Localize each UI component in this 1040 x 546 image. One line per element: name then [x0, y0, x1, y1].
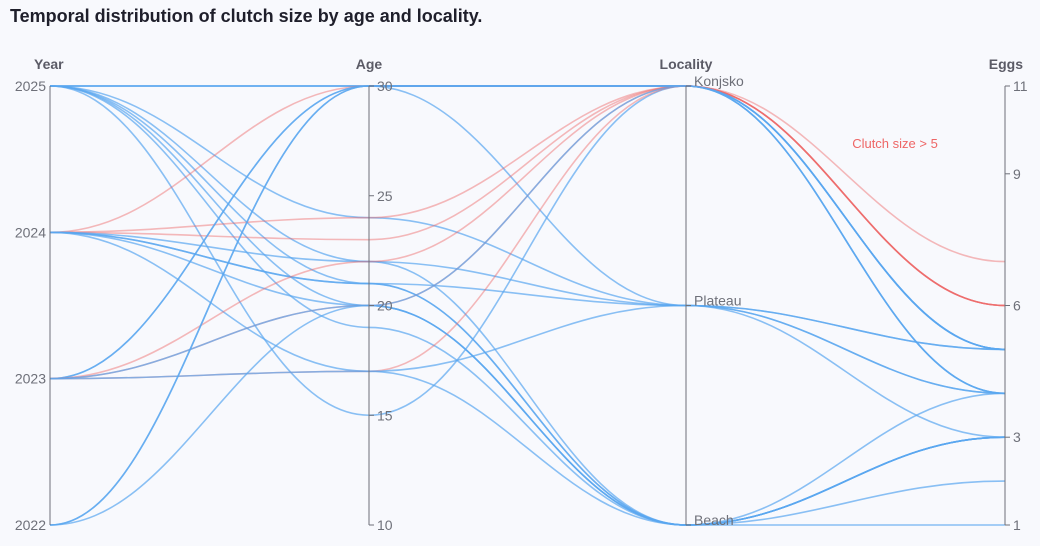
axis-title-eggs: Eggs [989, 56, 1023, 72]
series-line-11 [49, 85, 1006, 307]
tick-label-year-2023: 2023 [15, 371, 46, 387]
series-lines [49, 85, 1006, 526]
series-line-2 [49, 85, 1006, 351]
tick-label-locality-Konjsko: Konjsko [694, 73, 744, 89]
series-line-26 [49, 85, 1006, 526]
series-line-17 [49, 85, 1006, 380]
series-line-21 [49, 85, 1006, 380]
series-line-14 [49, 231, 1006, 526]
tick-label-locality-Plateau: Plateau [694, 293, 741, 309]
series-line-0 [49, 85, 1006, 351]
series-line-20 [49, 85, 1006, 380]
tick-label-age-20: 20 [377, 298, 393, 314]
tick-label-locality-Beach: Beach [694, 512, 734, 528]
tick-label-year-2025: 2025 [15, 78, 46, 94]
series-line-23 [49, 304, 1006, 526]
tick-label-age-30: 30 [377, 78, 393, 94]
tick-label-age-10: 10 [377, 517, 393, 533]
series-line-25 [49, 85, 1006, 526]
tick-label-eggs-3: 3 [1013, 429, 1021, 445]
annotation-label: Clutch size > 5 [852, 136, 938, 151]
axes: Year2022202320242025Age1015202530Localit… [15, 56, 1028, 533]
series-line-12 [49, 231, 1006, 351]
series-line-15 [49, 231, 1006, 526]
tick-label-eggs-6: 6 [1013, 298, 1021, 314]
series-line-7 [49, 85, 1005, 526]
tick-label-eggs-11: 11 [1013, 78, 1028, 94]
axis-title-locality: Locality [660, 56, 713, 72]
tick-label-year-2022: 2022 [15, 517, 46, 533]
tick-label-eggs-9: 9 [1013, 166, 1021, 182]
series-line-16 [49, 231, 1006, 526]
tick-label-year-2024: 2024 [15, 224, 46, 240]
axis-title-age: Age [356, 56, 383, 72]
axis-title-year: Year [34, 56, 64, 72]
tick-label-eggs-1: 1 [1013, 517, 1021, 533]
tick-label-age-25: 25 [377, 188, 393, 204]
tick-label-age-15: 15 [377, 407, 393, 423]
series-line-10 [49, 85, 1006, 307]
series-line-19 [49, 85, 1006, 380]
chart-title: Temporal distribution of clutch size by … [10, 6, 483, 26]
series-line-22 [49, 304, 1006, 438]
